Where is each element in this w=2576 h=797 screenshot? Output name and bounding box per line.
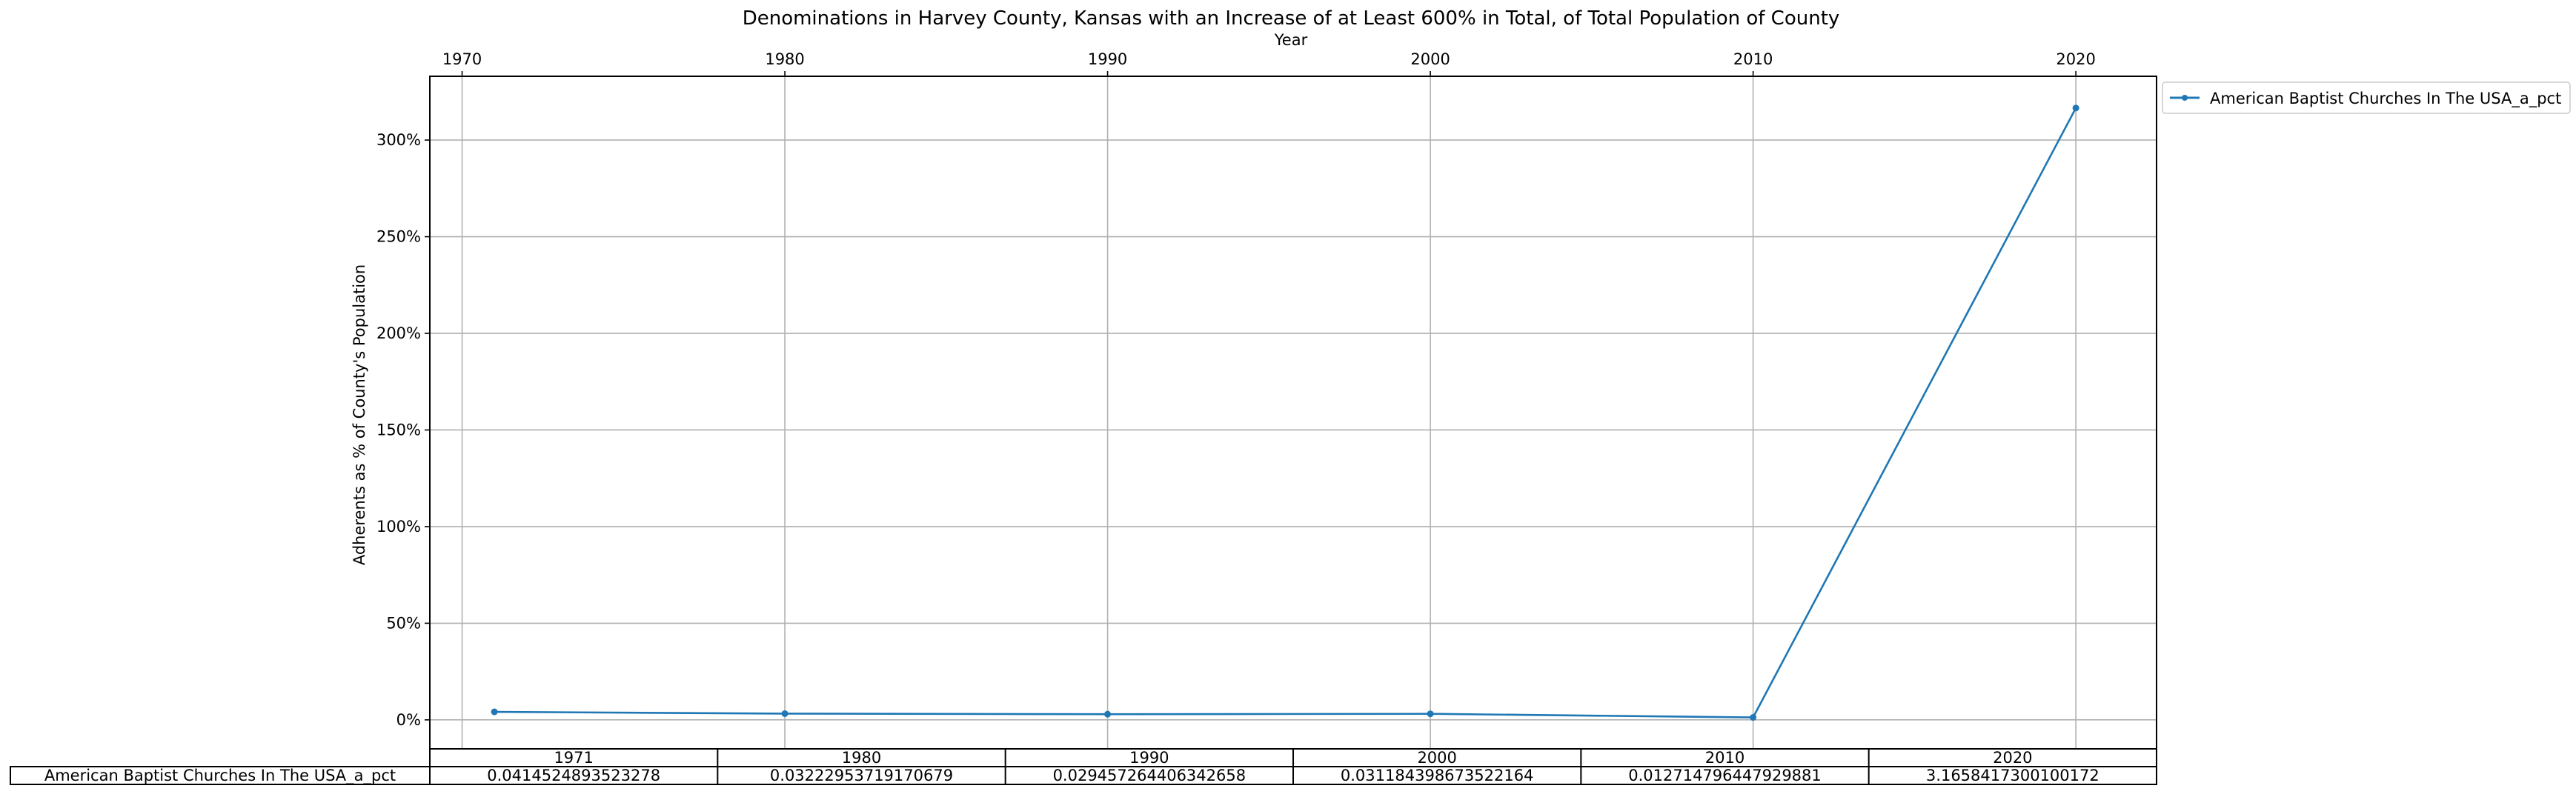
x-axis-label: Year: [1274, 31, 1308, 49]
series-layer: [491, 104, 2079, 721]
x-tick-label: 2000: [1410, 50, 1450, 68]
table-row-frame: [10, 766, 2157, 785]
table-column-header: 2000: [1417, 749, 1456, 767]
legend: American Baptist Churches In The USA_a_p…: [2162, 81, 2571, 114]
y-tick-label: 300%: [376, 131, 421, 149]
y-tick-label: 100%: [376, 518, 421, 536]
table-row-label: American Baptist Churches In The USA_a_p…: [44, 767, 396, 785]
table-cell: 0.031184398673522164: [1341, 767, 1534, 784]
data-point: [1104, 710, 1112, 718]
table-cell: 0.029457264406342658: [1053, 767, 1246, 784]
y-tick-label: 250%: [376, 228, 421, 246]
table-column-header: 2010: [1705, 749, 1745, 767]
data-point: [2072, 104, 2079, 112]
data-point: [1750, 714, 1757, 721]
table-column-header: 1990: [1129, 749, 1169, 767]
x-tick-label: 1990: [1088, 50, 1127, 68]
table-cell: 0.03222953719170679: [770, 767, 953, 784]
series-line: [494, 107, 2077, 718]
grid: [430, 76, 2157, 749]
table-column-header: 1980: [842, 749, 881, 767]
legend-marker-swatch: [2182, 95, 2188, 101]
data-point: [781, 710, 789, 717]
x-tick-label: 2020: [2056, 50, 2095, 68]
data-point: [491, 708, 498, 716]
plot-frame: [429, 76, 2157, 750]
data-point: [1427, 710, 1434, 718]
y-tick-label: 150%: [376, 421, 421, 438]
y-tick-label: 0%: [396, 711, 421, 729]
y-axis-ticks: 0% 50% 100% 150% 200% 250% 300%: [376, 131, 430, 729]
table-cell: 3.1658417300100172: [1926, 767, 2099, 784]
legend-box: [2162, 81, 2571, 114]
x-axis-ticks: 1970 1980 1990 2000 2010 2020: [442, 50, 2096, 76]
y-tick-label: 200%: [376, 324, 421, 342]
legend-label: American Baptist Churches In The USA_a_p…: [2210, 90, 2561, 108]
data-table: American Baptist Churches In The USA_a_p…: [10, 748, 2157, 785]
chart-title: Denominations in Harvey County, Kansas w…: [743, 7, 1840, 30]
table-cell: 0.012714796447929881: [1628, 767, 1822, 784]
table-column-header: 1971: [554, 749, 593, 767]
x-tick-label: 1970: [442, 50, 482, 68]
y-tick-label: 50%: [386, 614, 421, 632]
table-cell: 0.0414524893523278: [487, 767, 660, 784]
y-axis-label: Adherents as % of County's Population: [351, 264, 368, 565]
table-column-header: 2020: [1993, 749, 2032, 767]
x-tick-label: 1980: [765, 50, 804, 68]
x-tick-label: 2010: [1733, 50, 1773, 68]
